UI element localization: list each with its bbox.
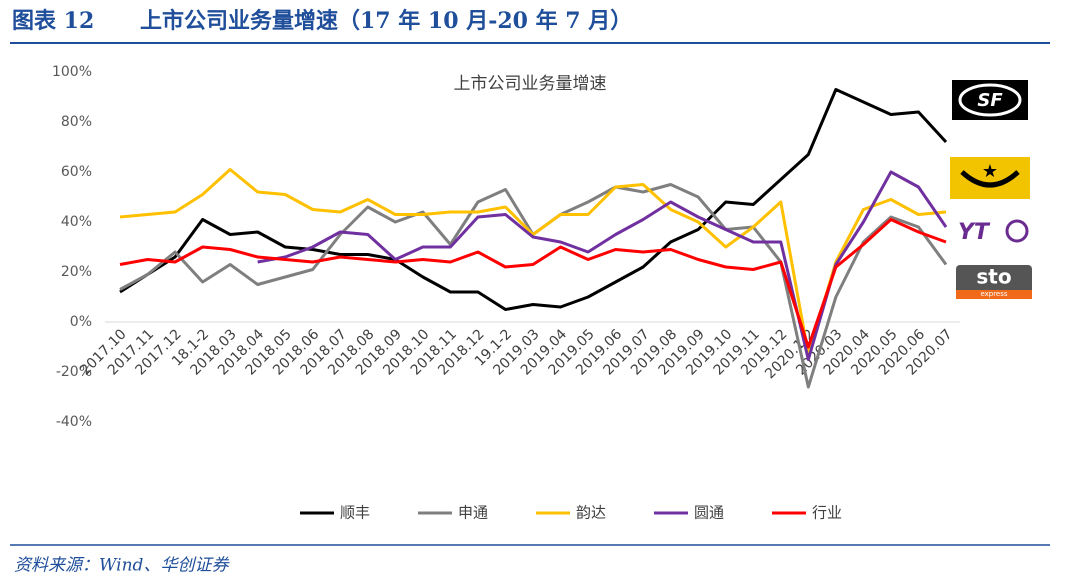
legend-label: 圆通 bbox=[694, 504, 724, 522]
y-tick-label: 40% bbox=[61, 214, 92, 230]
logo-yto-mark bbox=[1005, 219, 1029, 243]
y-tick-label: 80% bbox=[61, 114, 92, 130]
logo-yunda bbox=[950, 157, 1030, 199]
logo-yunda-star: ★ bbox=[982, 161, 998, 182]
logo-sto-band bbox=[956, 290, 1032, 299]
logo-yto-text: YT bbox=[958, 220, 991, 245]
chart-title: 上市公司业务量增速 bbox=[454, 74, 607, 94]
y-tick-label: 0% bbox=[70, 314, 92, 330]
legend-label: 行业 bbox=[812, 504, 842, 522]
y-tick-label: 60% bbox=[61, 164, 92, 180]
series-line bbox=[119, 168, 947, 356]
plot: -40%-20%0%20%40%60%80%100%2017.102017.11… bbox=[52, 64, 960, 522]
logo-sto-sub: express bbox=[980, 290, 1007, 298]
figure-title: 上市公司业务量增速（17 年 10 月-20 年 7 月） bbox=[140, 8, 632, 34]
y-tick-label: 20% bbox=[61, 264, 92, 280]
y-tick-label: -20% bbox=[56, 364, 92, 380]
y-tick-label: 100% bbox=[52, 64, 92, 80]
logo-sf bbox=[952, 80, 1028, 120]
y-tick-label: -40% bbox=[56, 414, 92, 430]
logo-sf-text: SF bbox=[977, 90, 1003, 111]
series-line bbox=[119, 88, 948, 311]
series-line bbox=[119, 218, 947, 349]
legend-label: 顺丰 bbox=[340, 504, 370, 522]
logo-yunda-smile bbox=[960, 170, 1020, 188]
figure-label: 图表 12 bbox=[12, 8, 94, 34]
legend-label: 韵达 bbox=[576, 504, 606, 522]
source: 资料来源：Wind、华创证券 bbox=[14, 556, 230, 576]
logo-sto-text: sto bbox=[976, 265, 1011, 289]
logo-sf-ring bbox=[958, 83, 1022, 117]
legend-label: 申通 bbox=[458, 504, 488, 522]
